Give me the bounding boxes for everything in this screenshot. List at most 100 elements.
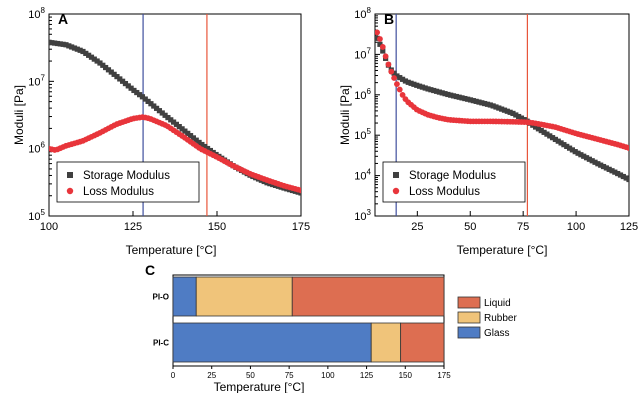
panel-b-storage-point [581, 153, 587, 159]
panel-c-legend-label: Rubber [484, 313, 517, 324]
panel-b-storage-point [504, 108, 510, 114]
panel-b-loss-point [626, 145, 629, 151]
panel-a-loss-point [298, 187, 301, 194]
panel-b-storage-point [405, 79, 411, 85]
panel-a-storage-point [111, 71, 117, 77]
panel-a-storage-point [122, 80, 129, 87]
panel-a-legend-label: Loss Modulus [83, 186, 154, 198]
panel-a-legend-marker-storage [67, 172, 73, 178]
panel-a-storage-point [165, 114, 171, 121]
panel-a-xtick-label: 150 [208, 221, 226, 233]
panel-b-storage-point [541, 129, 547, 135]
panel-b-storage-point [402, 78, 409, 84]
panel-c-xtick-label: 125 [360, 371, 374, 380]
panel-a-storage-point [100, 62, 106, 68]
panel-a-storage-point [199, 141, 205, 148]
panel-b-storage-point [623, 175, 629, 181]
panel-b-storage-point [422, 85, 428, 91]
panel-a-storage-point [179, 126, 185, 132]
panel-b-storage-point [465, 96, 471, 102]
panel-b-legend-marker-storage [393, 172, 399, 178]
panel-b-loss-point [396, 86, 403, 93]
panel-a-storage-point [103, 64, 109, 71]
panel-b-storage-point [487, 102, 493, 108]
panel-a-storage-point [142, 96, 148, 102]
panel-a-storage-point [196, 139, 202, 146]
panel-a-storage-point [153, 105, 160, 111]
panel-c-legend-label: Glass [484, 328, 510, 339]
panel-a-xtick-label: 125 [124, 221, 142, 233]
panel-c-bar-pi-o-glass [172, 276, 197, 317]
panel-b-storage-point [431, 87, 437, 94]
panel-b-storage-point [626, 176, 629, 183]
panel-c-xlabel: Temperature [°C] [214, 380, 305, 393]
panel-b-storage-point [510, 110, 516, 117]
panel-c-xtick-label: 175 [437, 371, 451, 380]
panel-a-storage-point [187, 133, 194, 139]
panel-a-storage-point [128, 85, 134, 91]
panel-b-loss-point [379, 44, 386, 50]
panel-b-storage-point [578, 152, 584, 158]
panel-b-storage-point [414, 82, 420, 88]
panel-a: A Moduli [Pa] Temperature [°C] 105106107… [12, 6, 310, 257]
panel-a-storage-point [105, 67, 112, 73]
panel-a-storage-point [63, 42, 69, 48]
panel-b-legend-label: Storage Modulus [409, 170, 496, 182]
panel-b-storage-point [572, 149, 578, 155]
panel-b-storage-point [496, 105, 502, 111]
panel-a-xtick-label: 100 [40, 221, 58, 233]
panel-a-points [49, 39, 301, 196]
panel-b-storage-point [462, 95, 468, 102]
panel-b-storage-point [479, 100, 485, 106]
panel-a-storage-point [170, 119, 177, 125]
panel-b-points [375, 29, 629, 183]
panel-b-ytick-label: 105 [354, 127, 371, 142]
panel-a-storage-point [139, 94, 146, 100]
panel-b-ytick-label: 106 [354, 87, 371, 102]
panel-b-storage-point [499, 106, 505, 112]
panel-a-storage-point [173, 121, 180, 127]
panel-b-storage-point [612, 169, 618, 175]
panel-a-storage-point [131, 87, 137, 94]
panel-b-storage-point [470, 98, 476, 104]
panel-a-storage-point [52, 40, 58, 46]
panel-b-storage-point [453, 93, 459, 100]
panel-b-ytick-label: 108 [354, 6, 371, 21]
panel-b-storage-point [482, 100, 488, 107]
panel-a-storage-point [185, 130, 191, 136]
panel-b-storage-point [490, 103, 496, 109]
panel-c-bar-pi-c-rubber [370, 322, 402, 363]
panel-c-legend-label: Liquid [484, 298, 511, 309]
panel-c-bar-pi-c-liquid [400, 322, 445, 363]
panel-b-storage-point [456, 94, 462, 100]
panel-b-storage-point [569, 147, 575, 153]
panel-c: C Temperature [°C] PI-O PI-C 0 25 50 75 100 125… [145, 262, 517, 393]
panel-a-xlabel: Temperature [°C] [126, 243, 217, 257]
panel-a-legend-label: Storage Modulus [83, 170, 170, 182]
panel-c-label: C [145, 262, 155, 278]
panel-b-storage-point [592, 159, 598, 165]
panel-b-ytick-label: 103 [354, 208, 371, 223]
panel-a-storage-point [71, 45, 78, 51]
panel-b-loss-point [399, 92, 406, 98]
panel-b-loss-point [391, 75, 397, 81]
panel-b-loss-point [394, 81, 400, 87]
panel-b-plot-frame [374, 13, 630, 217]
panel-b-storage-point [513, 112, 519, 118]
panel-a-legend-marker-loss [66, 187, 74, 195]
panel-c-xtick-label: 100 [321, 371, 335, 380]
panel-a-storage-point [204, 145, 211, 152]
panel-b-legend-label: Loss Modulus [409, 186, 480, 198]
panel-a-storage-point [151, 103, 157, 109]
panel-a-ytick-label: 106 [28, 141, 45, 156]
panel-b-storage-point [411, 81, 417, 87]
panel-c-category-label: PI-C [153, 339, 169, 348]
panel-b-storage-point [552, 136, 559, 143]
panel-b-storage-point [380, 48, 386, 54]
panel-a-xtick-label: 175 [292, 221, 310, 233]
panel-b-storage-point [394, 73, 400, 79]
panel-b-storage-point [606, 166, 612, 172]
panel-b-storage-point [433, 88, 440, 94]
panel-a-storage-point [108, 69, 114, 75]
panel-a-storage-point [202, 143, 208, 150]
